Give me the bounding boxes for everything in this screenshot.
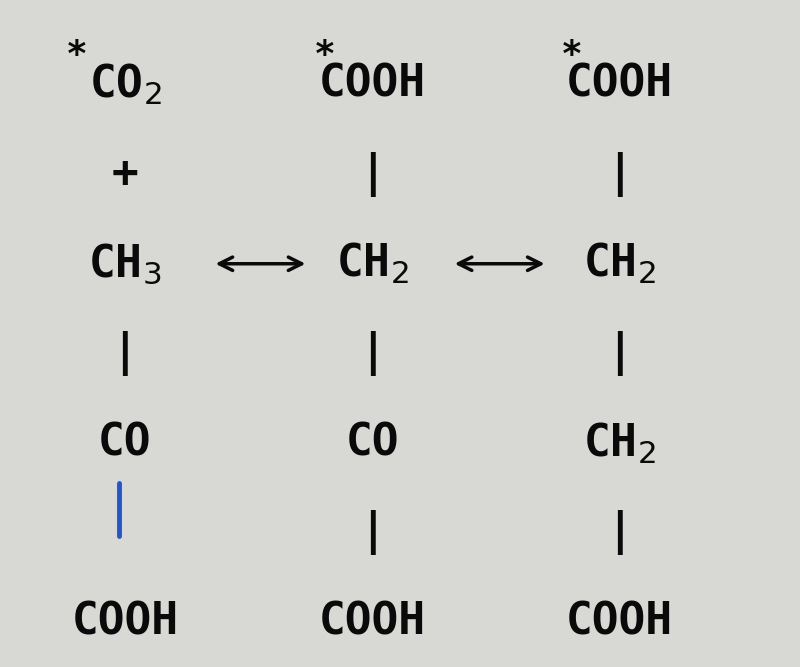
Text: CH$_2$: CH$_2$ <box>583 420 655 466</box>
Text: |: | <box>606 151 633 197</box>
Text: |: | <box>358 510 386 555</box>
Text: |: | <box>606 331 633 376</box>
Text: |: | <box>111 331 138 376</box>
Text: |: | <box>358 331 386 376</box>
Text: CH$_2$: CH$_2$ <box>336 241 409 286</box>
Text: CH$_2$: CH$_2$ <box>583 241 655 286</box>
Text: COOH: COOH <box>318 601 426 644</box>
Text: *: * <box>561 37 582 71</box>
Text: *: * <box>66 37 88 71</box>
Text: |: | <box>358 151 386 197</box>
Text: COOH: COOH <box>566 601 673 644</box>
Text: *: * <box>314 37 335 71</box>
Text: |: | <box>606 510 633 555</box>
Text: COOH: COOH <box>566 63 673 106</box>
Text: +: + <box>111 153 138 195</box>
Text: CO: CO <box>98 422 152 465</box>
Text: CO: CO <box>346 422 399 465</box>
Text: CH$_3$: CH$_3$ <box>88 241 162 286</box>
Text: CO$_2$: CO$_2$ <box>89 62 162 107</box>
Text: COOH: COOH <box>318 63 426 106</box>
Text: COOH: COOH <box>71 601 178 644</box>
